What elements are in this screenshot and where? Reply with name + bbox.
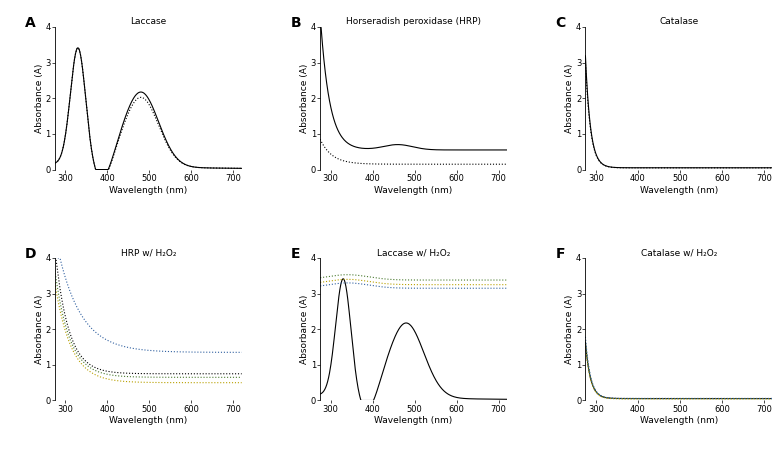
- Title: Laccase: Laccase: [130, 17, 166, 26]
- Text: B: B: [290, 16, 301, 30]
- Y-axis label: Absorbance (A): Absorbance (A): [565, 295, 575, 364]
- X-axis label: Wavelength (nm): Wavelength (nm): [375, 185, 452, 194]
- Y-axis label: Absorbance (A): Absorbance (A): [565, 63, 575, 133]
- Title: Catalase w/ H₂O₂: Catalase w/ H₂O₂: [641, 248, 717, 257]
- Title: Catalase: Catalase: [659, 17, 699, 26]
- X-axis label: Wavelength (nm): Wavelength (nm): [640, 185, 718, 194]
- Text: F: F: [556, 247, 565, 261]
- Title: Laccase w/ H₂O₂: Laccase w/ H₂O₂: [377, 248, 450, 257]
- Y-axis label: Absorbance (A): Absorbance (A): [35, 63, 44, 133]
- X-axis label: Wavelength (nm): Wavelength (nm): [375, 416, 452, 425]
- X-axis label: Wavelength (nm): Wavelength (nm): [109, 185, 187, 194]
- Text: A: A: [25, 16, 36, 30]
- Y-axis label: Absorbance (A): Absorbance (A): [35, 295, 44, 364]
- Title: HRP w/ H₂O₂: HRP w/ H₂O₂: [121, 248, 176, 257]
- X-axis label: Wavelength (nm): Wavelength (nm): [640, 416, 718, 425]
- Text: E: E: [290, 247, 299, 261]
- Title: Horseradish peroxidase (HRP): Horseradish peroxidase (HRP): [346, 17, 481, 26]
- Y-axis label: Absorbance (A): Absorbance (A): [300, 295, 309, 364]
- Text: D: D: [25, 247, 37, 261]
- Text: C: C: [556, 16, 566, 30]
- Y-axis label: Absorbance (A): Absorbance (A): [300, 63, 309, 133]
- X-axis label: Wavelength (nm): Wavelength (nm): [109, 416, 187, 425]
